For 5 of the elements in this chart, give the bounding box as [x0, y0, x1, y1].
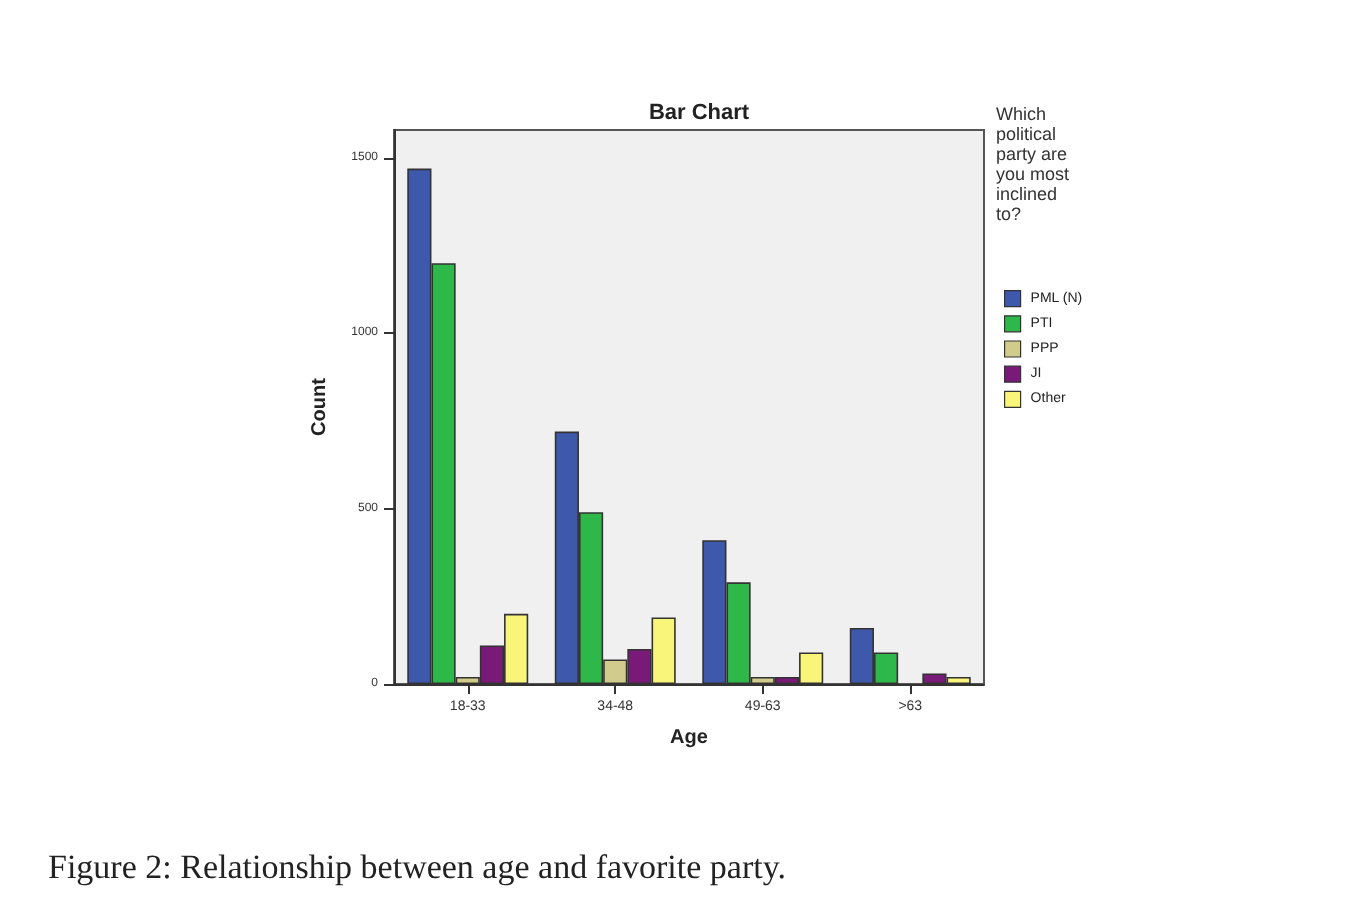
- x-axis-title: Age: [670, 727, 709, 749]
- chart-title: Bar Chart: [648, 101, 750, 125]
- y-axis-title: Count: [309, 376, 331, 436]
- caption: Figure 2: Relationship between age and favorite party.: [48, 848, 787, 886]
- legend-title: Which political party are you most inclined to?: [996, 104, 1075, 224]
